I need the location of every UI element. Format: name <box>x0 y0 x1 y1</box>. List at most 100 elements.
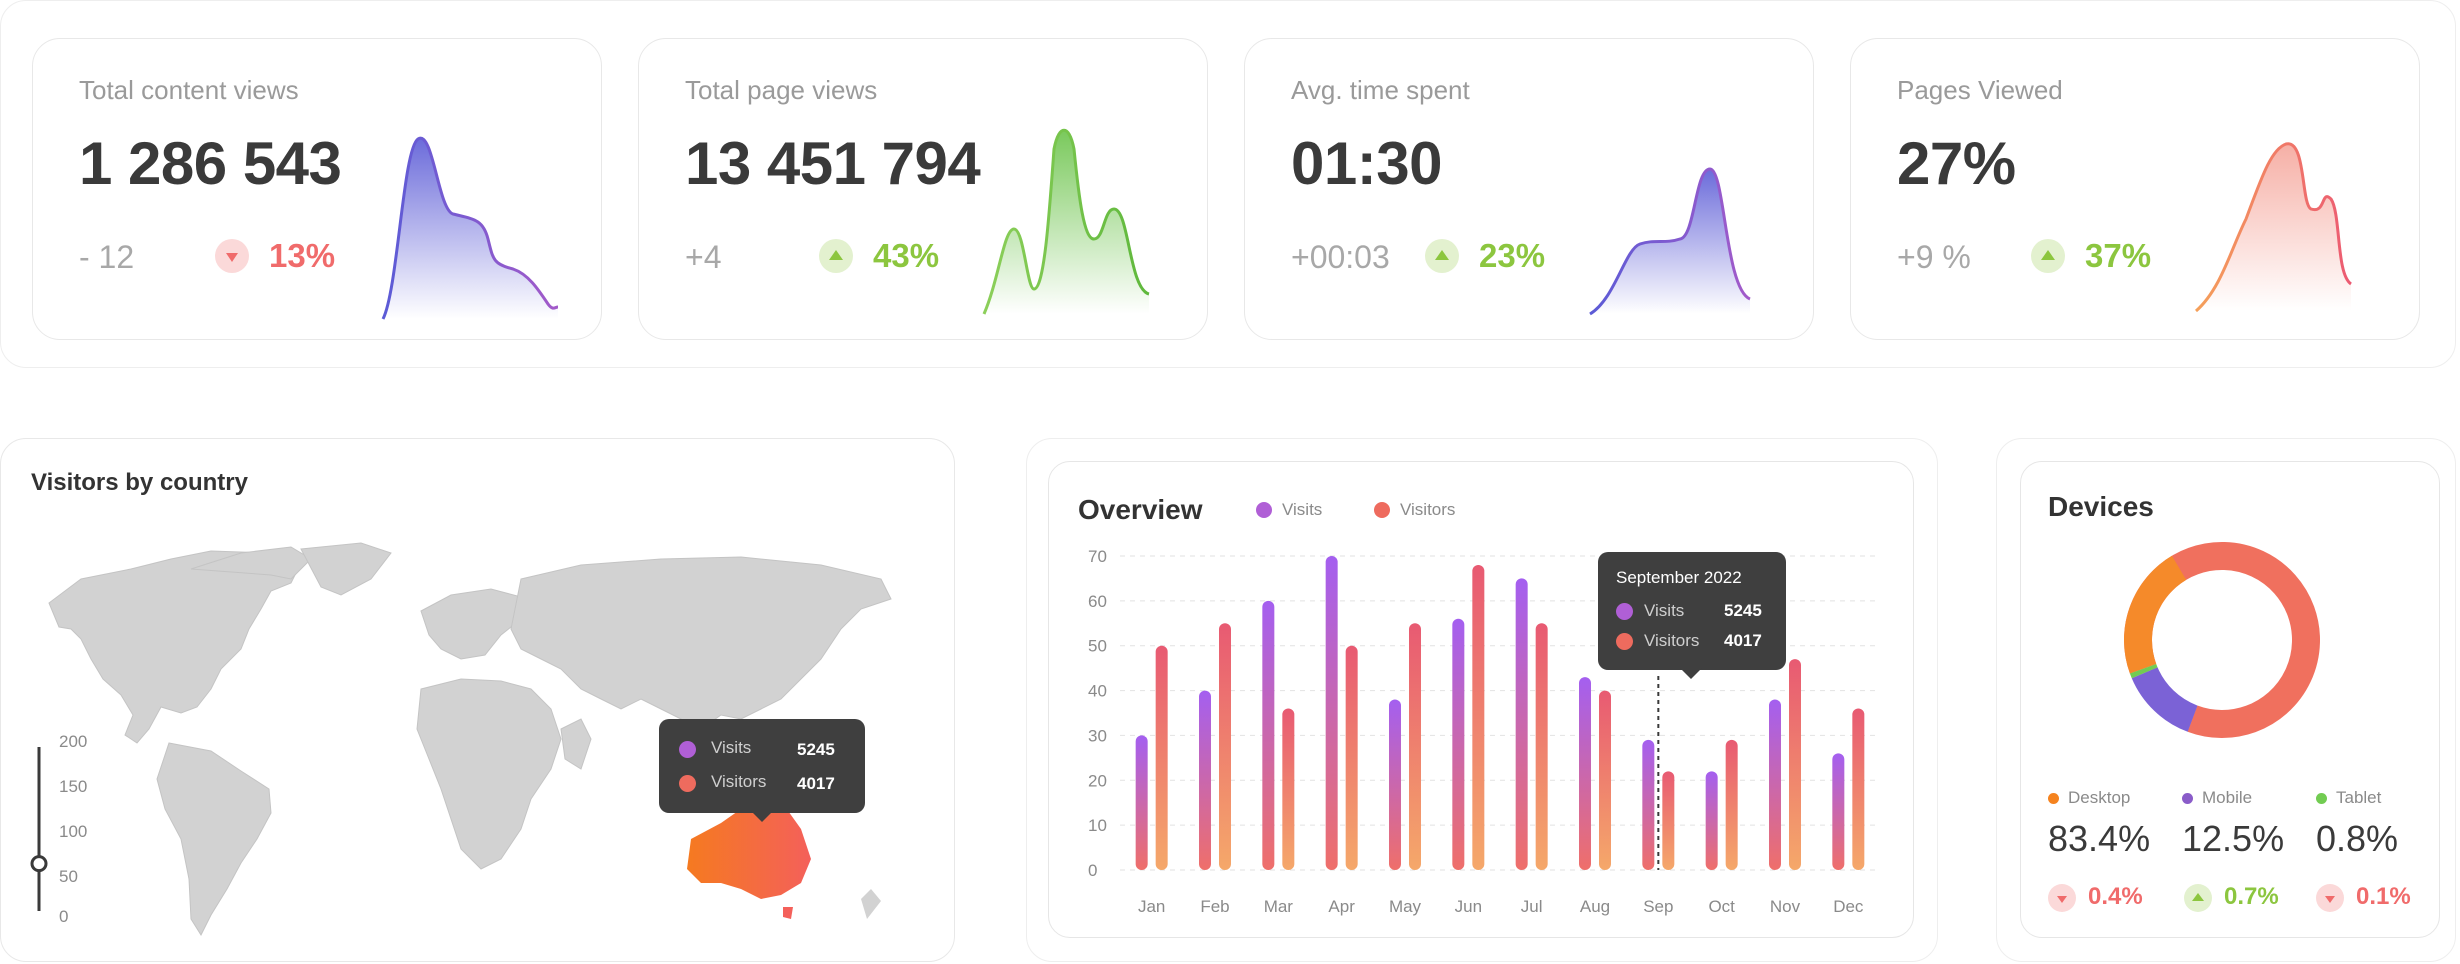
device-change-mobile: 0.7% <box>2224 883 2279 910</box>
bar-visits-aug[interactable] <box>1579 677 1591 870</box>
bar-visits-nov[interactable] <box>1769 699 1781 870</box>
visits-dot-icon <box>1616 603 1633 620</box>
devices-donut-chart <box>2120 538 2324 742</box>
region-madagascar[interactable] <box>560 718 592 770</box>
donut-slice-tablet[interactable] <box>2120 538 2324 742</box>
scale-label: 50 <box>59 867 78 886</box>
device-value-tablet: 0.8% <box>2316 818 2399 859</box>
bar-visitors-feb[interactable] <box>1219 623 1231 870</box>
bar-visits-feb[interactable] <box>1199 690 1211 870</box>
trend-down-icon <box>215 239 249 273</box>
x-tick-label: May <box>1389 897 1422 916</box>
region-south-america[interactable] <box>156 742 272 937</box>
sparkline-chart <box>1589 167 1751 316</box>
tooltip-visits-label: Visits <box>711 738 752 757</box>
trend-up-icon <box>2184 884 2212 912</box>
devices-panel <box>2020 461 2440 938</box>
bar-visitors-sep[interactable] <box>1662 771 1675 870</box>
region-europe[interactable] <box>420 588 522 660</box>
kpi-value: 13 451 794 <box>685 130 981 197</box>
legend-visits[interactable]: Visits <box>1282 500 1323 519</box>
kpi-label: Total content views <box>79 75 299 105</box>
device-value-desktop: 83.4% <box>2048 818 2151 859</box>
tooltip-visitors-label: Visitors <box>1644 631 1700 650</box>
device-change-desktop: 0.4% <box>2088 883 2143 910</box>
x-tick-label: Dec <box>1833 897 1864 916</box>
tooltip-visitors-value: 4017 <box>797 774 835 793</box>
tooltip-visits-value: 5245 <box>797 740 835 759</box>
legend-visitors[interactable]: Visitors <box>1400 500 1456 519</box>
panel-title: Overview <box>1078 494 1203 525</box>
tooltip-visitors-label: Visitors <box>711 772 767 791</box>
kpi-card-page-views: Total page views 13 451 794 +4 43% <box>638 38 1208 340</box>
x-tick-label: Aug <box>1580 897 1610 916</box>
world-map[interactable] <box>41 539 901 939</box>
device-label-desktop: Desktop <box>2068 788 2131 807</box>
kpi-label: Avg. time spent <box>1291 75 1470 105</box>
bar-visitors-jun[interactable] <box>1472 564 1485 870</box>
y-tick-label: 10 <box>1088 816 1107 835</box>
bar-visitors-nov[interactable] <box>1789 659 1801 870</box>
sparkline-chart <box>2195 142 2353 313</box>
bar-visitors-apr[interactable] <box>1345 645 1358 870</box>
panel-title: Devices <box>2048 491 2154 522</box>
devices-panel-outer <box>1996 438 2456 962</box>
bar-visitors-jan[interactable] <box>1155 645 1168 870</box>
sparkline-chart <box>381 136 559 320</box>
region-north-america[interactable] <box>48 550 302 744</box>
device-label-tablet: Tablet <box>2336 788 2382 807</box>
trend-up-icon <box>1425 239 1459 273</box>
region-asia[interactable] <box>510 556 892 730</box>
region-africa[interactable] <box>416 678 562 870</box>
slider-handle[interactable] <box>30 855 48 873</box>
scale-label: 200 <box>59 732 88 751</box>
bar-visits-oct[interactable] <box>1705 771 1718 870</box>
chart-tooltip: September 2022 Visits 5245 Visitors 4017 <box>1598 552 1786 679</box>
scale-label: 0 <box>59 907 69 926</box>
bar-visitors-jul[interactable] <box>1535 623 1548 870</box>
bar-visits-jan[interactable] <box>1135 735 1148 870</box>
region-australia[interactable] <box>687 791 811 899</box>
kpi-label: Pages Viewed <box>1897 75 2063 105</box>
kpi-percent: 43% <box>873 237 940 274</box>
bar-visits-jul[interactable] <box>1515 578 1528 870</box>
x-tick-label: Nov <box>1770 897 1801 916</box>
bar-visitors-dec[interactable] <box>1852 708 1865 870</box>
tooltip-visitors-value: 4017 <box>1724 631 1762 650</box>
bar-visitors-aug[interactable] <box>1599 690 1611 870</box>
region-new-zealand[interactable] <box>861 889 881 919</box>
visitors-dot-icon <box>1616 633 1633 650</box>
trend-down-icon <box>2048 884 2076 912</box>
desktop-dot-icon <box>2048 793 2059 804</box>
x-tick-label: Feb <box>1200 897 1229 916</box>
bar-visitors-may[interactable] <box>1409 623 1421 870</box>
visits-legend-dot-icon <box>1256 502 1272 518</box>
device-change-tablet: 0.1% <box>2356 883 2411 910</box>
bar-visits-jun[interactable] <box>1452 618 1465 870</box>
bar-visitors-mar[interactable] <box>1282 708 1295 870</box>
sparkline-chart <box>982 128 1150 315</box>
bar-visits-apr[interactable] <box>1325 556 1338 870</box>
y-tick-label: 0 <box>1088 861 1097 880</box>
kpi-delta: +9 % <box>1897 239 1971 275</box>
kpi-value: 27% <box>1897 130 2016 197</box>
region-tasmania[interactable] <box>783 907 793 919</box>
overview-bar-chart: 0 10 20 30 40 50 60 70 Jan Feb Mar Apr May Jun Jul Aug S… <box>1088 547 1880 916</box>
tooltip-visits-value: 5245 <box>1724 601 1762 620</box>
kpi-value: 01:30 <box>1291 130 1442 197</box>
bar-visits-may[interactable] <box>1389 699 1401 870</box>
bar-visitors-oct[interactable] <box>1725 739 1738 870</box>
tablet-dot-icon <box>2316 793 2327 804</box>
overview-panel-outer <box>1026 438 1938 962</box>
map-scale-slider[interactable] <box>29 739 49 919</box>
visitors-by-country-panel: Visitors by country Visits 5245 Visitors… <box>0 438 955 962</box>
trend-up-icon <box>2031 239 2065 273</box>
panel-title: Visitors by country <box>31 469 248 496</box>
visitors-dot-icon <box>679 775 696 792</box>
bar-visits-mar[interactable] <box>1262 600 1275 870</box>
region-greenland[interactable] <box>300 542 392 596</box>
kpi-value: 1 286 543 <box>79 130 342 197</box>
bar-visits-sep[interactable] <box>1642 739 1655 870</box>
kpi-delta: +00:03 <box>1291 239 1390 275</box>
bar-visits-dec[interactable] <box>1832 753 1845 870</box>
